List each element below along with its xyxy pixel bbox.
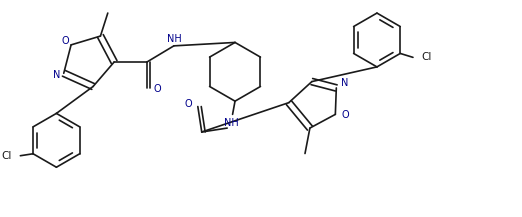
- Text: N: N: [53, 70, 60, 80]
- Text: O: O: [62, 36, 69, 46]
- Text: N: N: [341, 78, 349, 88]
- Text: O: O: [341, 110, 349, 120]
- Text: Cl: Cl: [421, 52, 432, 62]
- Text: Cl: Cl: [2, 151, 12, 161]
- Text: NH: NH: [168, 34, 182, 44]
- Text: O: O: [154, 84, 161, 94]
- Text: NH: NH: [224, 118, 239, 128]
- Text: O: O: [184, 99, 192, 109]
